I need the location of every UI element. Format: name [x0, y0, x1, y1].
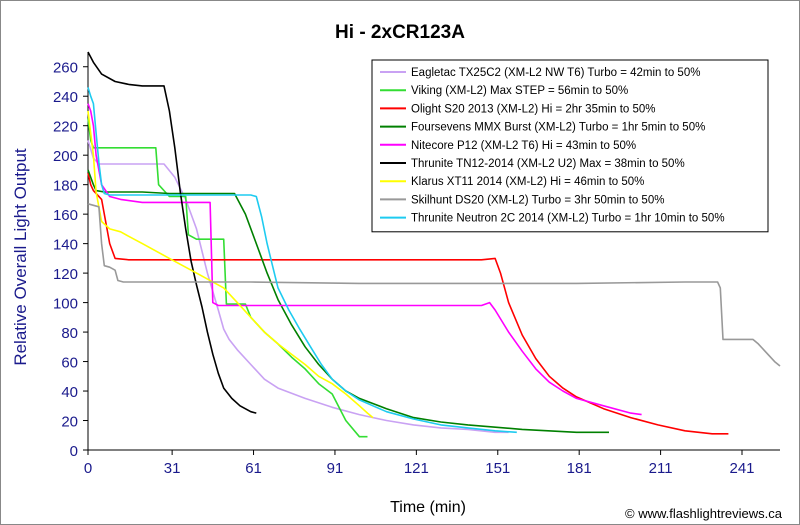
credit-text: © www.flashlightreviews.ca — [625, 506, 783, 521]
y-tick-label: 100 — [53, 296, 78, 313]
y-tick-label: 140 — [53, 237, 78, 254]
legend-entry: Foursevens MMX Burst (XM-L2) Turbo = 1hr… — [411, 122, 705, 134]
x-tick-label: 91 — [327, 460, 344, 477]
x-tick-label: 121 — [404, 460, 429, 477]
y-tick-label: 120 — [53, 266, 78, 283]
series-line-8 — [87, 87, 517, 434]
legend-box — [371, 59, 769, 233]
series-line-3 — [87, 169, 609, 434]
y-tick-label: 260 — [53, 60, 78, 77]
y-tick-label: 160 — [53, 207, 78, 224]
legend-entry: Eagletac TX25C2 (XM-L2 NW T6) Turbo = 42… — [411, 67, 700, 79]
y-tick-label: 220 — [53, 119, 78, 136]
x-tick-label: 181 — [567, 460, 592, 477]
y-tick-label: 40 — [61, 384, 78, 401]
y-tick-label: 60 — [61, 355, 78, 372]
x-tick-label: 211 — [649, 460, 673, 477]
legend-entry: Nitecore P12 (XM-L2 T6) Hi = 43min to 50… — [411, 140, 636, 152]
series-line-2 — [87, 172, 729, 435]
y-tick-label: 80 — [61, 325, 78, 342]
x-tick-label: 0 — [84, 460, 92, 477]
legend-entry: Thrunite Neutron 2C 2014 (XM-L2) Turbo =… — [411, 213, 725, 225]
series-line-7 — [87, 203, 781, 367]
series-line-5 — [87, 51, 257, 414]
legend-entry: Viking (XM-L2) Max STEP = 56min to 50% — [411, 85, 628, 97]
series-layer — [87, 51, 781, 438]
y-tick-label: 240 — [53, 89, 78, 106]
x-tick-label: 241 — [729, 460, 754, 477]
chart-title: Hi - 2xCR123A — [335, 22, 465, 43]
y-tick-label: 20 — [61, 414, 78, 431]
series-line-1 — [87, 118, 368, 438]
x-tick-label: 151 — [485, 460, 510, 477]
legend-entry: Klarus XT11 2014 (XM-L2) Hi = 46min to 5… — [411, 176, 644, 188]
axes: 0 20 40 60 80 100 120 140 160 180 200 220 240 260 0 31 6… — [53, 52, 780, 477]
legend-entry: Thrunite TN12-2014 (XM-L2 U2) Max = 38mi… — [411, 158, 685, 170]
series-line-6 — [87, 110, 374, 419]
legend-entry: Olight S20 2013 (XM-L2) Hi = 2hr 35min t… — [411, 103, 656, 115]
x-axis-label: Time (min) — [390, 499, 466, 516]
legend-entry: Skilhunt DS20 (XM-L2) Turbo = 3hr 50min … — [411, 194, 664, 206]
x-tick-label: 31 — [164, 460, 181, 477]
legend: Eagletac TX25C2 (XM-L2 NW T6) Turbo = 42… — [371, 59, 769, 233]
y-tick-label: 0 — [70, 443, 78, 460]
y-axis-label: Relative Overall Light Output — [11, 148, 30, 366]
y-tick-label: 180 — [53, 178, 78, 195]
x-tick-label: 61 — [245, 460, 262, 477]
y-tick-label: 200 — [53, 148, 78, 165]
series-line-0 — [87, 140, 509, 434]
